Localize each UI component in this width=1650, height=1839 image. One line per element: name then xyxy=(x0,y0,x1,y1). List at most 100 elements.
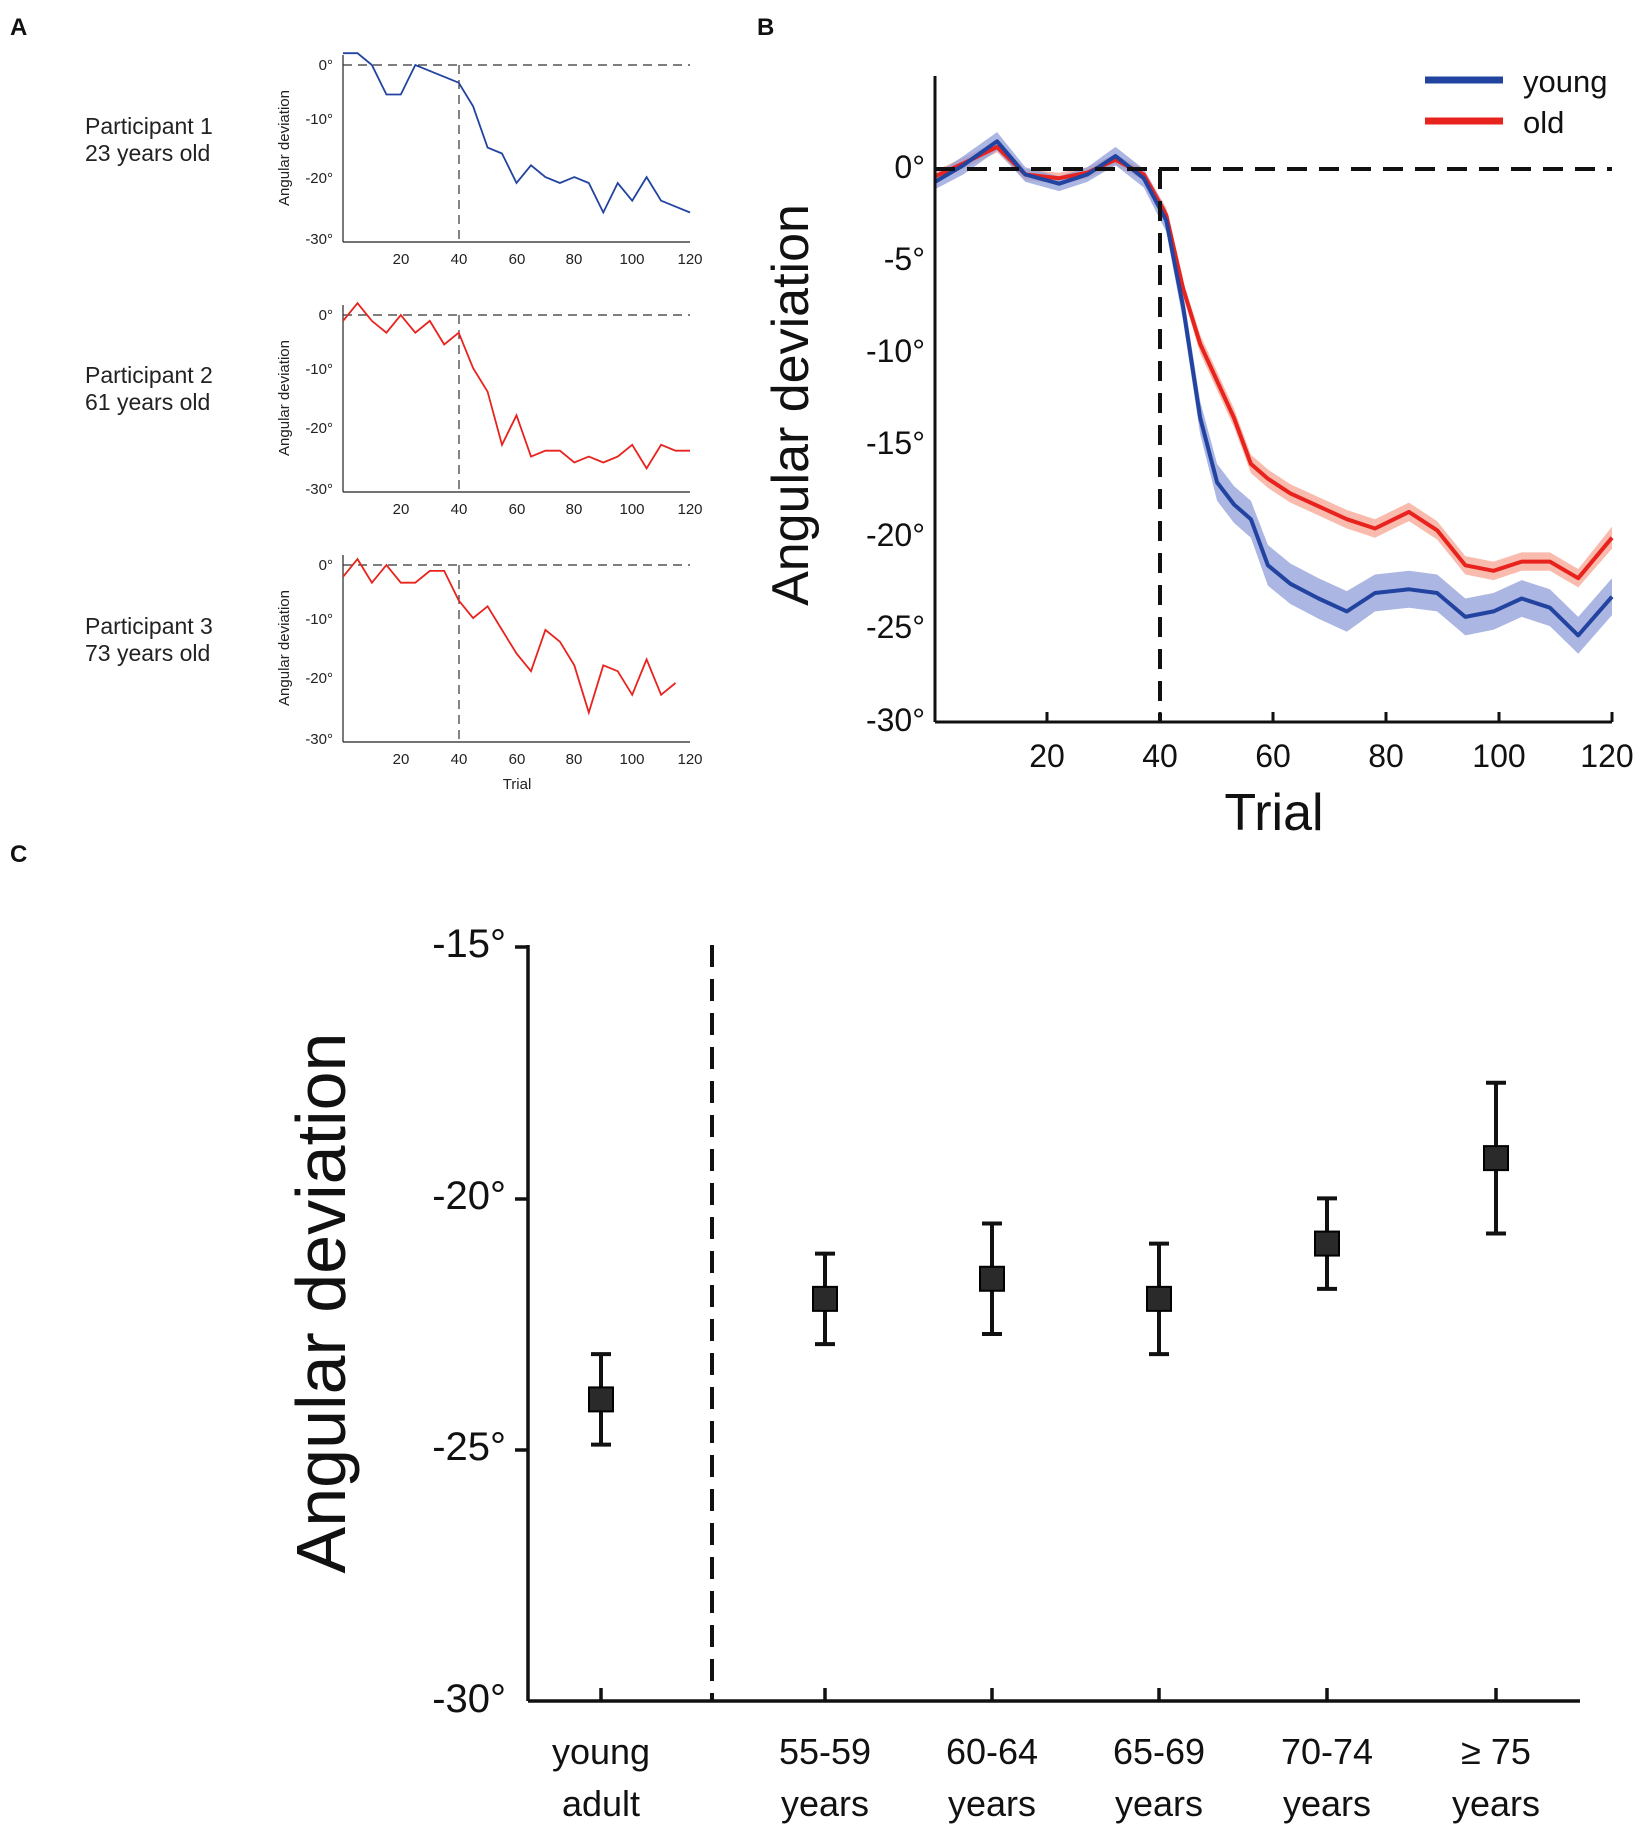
c-point-group-5 xyxy=(1483,1080,1509,1236)
c-mean-marker-2 xyxy=(979,1265,1005,1292)
panel-a1: Participant 1 23 years old Angular devia… xyxy=(85,52,703,268)
c-category-1-line2: years xyxy=(781,1783,869,1824)
b-ytick-5: -5° xyxy=(884,241,925,277)
a2-ytick-0: 0° xyxy=(319,307,333,324)
c-mean-marker-4 xyxy=(1314,1230,1340,1257)
a1-ytick-1: -10° xyxy=(305,111,333,128)
a1-xtick-120: 120 xyxy=(677,251,702,268)
a1-xtick-20: 20 xyxy=(393,251,410,268)
c-category-0-line2: adult xyxy=(562,1783,640,1824)
a2-xtick-40: 40 xyxy=(451,501,468,518)
b-y-axis-label: Angular deviation xyxy=(762,204,820,606)
b-ytick-10: -10° xyxy=(866,333,925,369)
a1-xtick-100: 100 xyxy=(619,251,644,268)
b-ytick-0: 0° xyxy=(894,149,925,185)
c-ytick-30: -30° xyxy=(432,1677,506,1721)
old-sem-band xyxy=(935,141,1612,588)
a2-xtick-80: 80 xyxy=(566,501,583,518)
c-point-group-4 xyxy=(1314,1196,1340,1291)
participant-2-age: 61 years old xyxy=(85,389,210,415)
b-xtick-20: 20 xyxy=(1029,738,1065,774)
c-ytick-15: -15° xyxy=(432,922,506,966)
a3-xtick-40: 40 xyxy=(451,751,468,768)
a1-xtick-40: 40 xyxy=(451,251,468,268)
a3-xtick-100: 100 xyxy=(619,751,644,768)
a3-xtick-80: 80 xyxy=(566,751,583,768)
c-mean-marker-5 xyxy=(1483,1145,1509,1172)
a2-xtick-100: 100 xyxy=(619,501,644,518)
a3-ytick-1: -10° xyxy=(305,611,333,628)
participant-2-line xyxy=(342,301,690,471)
a1-y-axis-label: Angular deviation xyxy=(276,90,293,206)
panel-label-a: A xyxy=(10,14,27,41)
participant-1-name: Participant 1 xyxy=(85,113,213,139)
c-point-group-1 xyxy=(812,1251,838,1347)
c-ytick-25: -25° xyxy=(432,1425,506,1469)
b-xtick-100: 100 xyxy=(1472,738,1525,774)
c-point-group-0 xyxy=(588,1352,614,1447)
b-xtick-80: 80 xyxy=(1368,738,1404,774)
c-category-0-line1: young xyxy=(552,1731,650,1772)
participant-1-line xyxy=(343,52,691,215)
participant-3-name: Participant 3 xyxy=(85,613,213,639)
legend-young-label: young xyxy=(1523,64,1607,99)
legend-old-label: old xyxy=(1523,105,1564,140)
c-point-group-2 xyxy=(979,1221,1005,1337)
panel-label-c: C xyxy=(10,841,27,868)
b-ytick-25: -25° xyxy=(866,609,925,645)
c-category-3-line2: years xyxy=(1115,1783,1203,1824)
b-ytick-20: -20° xyxy=(866,517,925,553)
a3-xtick-60: 60 xyxy=(509,751,526,768)
a2-ytick-1: -10° xyxy=(305,361,333,378)
a1-ytick-2: -20° xyxy=(305,170,333,187)
old-mean-line xyxy=(934,144,1614,581)
c-point-group-3 xyxy=(1146,1241,1172,1357)
c-mean-marker-1 xyxy=(812,1285,838,1312)
a2-y-axis-label: Angular deviation xyxy=(276,340,293,456)
a3-xtick-20: 20 xyxy=(393,751,410,768)
a3-xtick-120: 120 xyxy=(677,751,702,768)
a3-ytick-2: -20° xyxy=(305,670,333,687)
a1-xtick-80: 80 xyxy=(566,251,583,268)
a3-x-axis-label: Trial xyxy=(503,776,532,793)
c-category-4-line1: 70-74 xyxy=(1281,1731,1373,1772)
panel-c: Angular deviation -15° -20° -25° -30° yo… xyxy=(282,922,1580,1824)
a2-ytick-3: -30° xyxy=(305,481,333,498)
c-category-4-line2: years xyxy=(1283,1783,1371,1824)
young-sem-band xyxy=(935,132,1612,654)
c-category-2-line2: years xyxy=(948,1783,1036,1824)
young-mean-line xyxy=(933,139,1614,638)
panel-a2: Participant 2 61 years old Angular devia… xyxy=(85,301,703,518)
c-ytick-20: -20° xyxy=(432,1174,506,1218)
a1-xtick-60: 60 xyxy=(509,251,526,268)
b-xtick-40: 40 xyxy=(1142,738,1178,774)
c-mean-marker-3 xyxy=(1146,1285,1172,1312)
participant-3-line xyxy=(342,557,677,716)
a1-ytick-0: 0° xyxy=(319,57,333,74)
b-xtick-60: 60 xyxy=(1255,738,1291,774)
c-category-3-line1: 65-69 xyxy=(1113,1731,1205,1772)
panel-a3: Participant 3 73 years old Angular devia… xyxy=(85,555,703,793)
participant-2-name: Participant 2 xyxy=(85,362,213,388)
a3-y-axis-label: Angular deviation xyxy=(276,590,293,706)
c-mean-marker-0 xyxy=(588,1386,614,1413)
c-category-1-line1: 55-59 xyxy=(779,1731,871,1772)
b-xtick-120: 120 xyxy=(1580,738,1633,774)
b-ytick-30: -30° xyxy=(866,702,925,738)
a3-ytick-3: -30° xyxy=(305,731,333,748)
a3-ytick-0: 0° xyxy=(319,557,333,574)
b-legend: young old xyxy=(1425,64,1607,140)
participant-1-age: 23 years old xyxy=(85,140,210,166)
a2-xtick-20: 20 xyxy=(393,501,410,518)
panel-label-b: B xyxy=(757,14,774,41)
a1-ytick-3: -30° xyxy=(305,231,333,248)
b-x-axis-label: Trial xyxy=(1224,784,1323,842)
panel-b: Angular deviation Trial 20 40 60 80 100 … xyxy=(762,64,1634,842)
a2-ytick-2: -20° xyxy=(305,420,333,437)
a2-xtick-60: 60 xyxy=(509,501,526,518)
participant-3-age: 73 years old xyxy=(85,640,210,666)
c-category-2-line1: 60-64 xyxy=(946,1731,1038,1772)
b-ytick-15: -15° xyxy=(866,425,925,461)
c-category-5-line1: ≥ 75 xyxy=(1461,1731,1531,1772)
